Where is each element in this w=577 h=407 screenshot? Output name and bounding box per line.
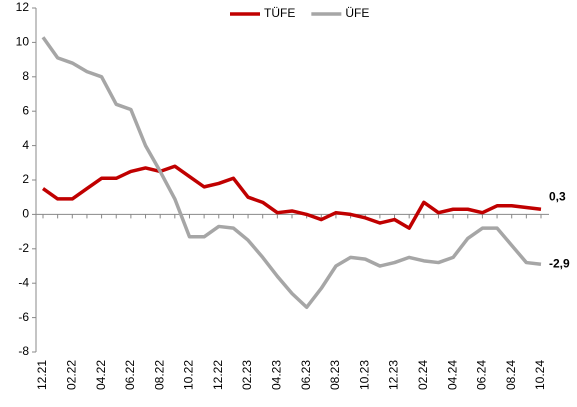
x-tick-label: 04.24 [445, 360, 459, 390]
x-tick-label: 02.22 [64, 360, 78, 390]
series-line [41, 36, 542, 310]
x-tick-label: 08.22 [152, 360, 166, 390]
y-tick-label: 4 [22, 138, 29, 152]
y-tick-label: -6 [18, 310, 29, 324]
x-tick-label: 10.22 [182, 360, 196, 390]
x-tick-label: 04.23 [270, 360, 284, 390]
y-tick-label: -2 [18, 241, 29, 255]
x-tick-label: 04.22 [94, 360, 108, 390]
y-tick-label: -8 [18, 344, 29, 358]
x-tick-label: 02.24 [416, 360, 430, 390]
legend-label: TÜFE [264, 6, 295, 20]
x-tick-label: 06.23 [299, 360, 313, 390]
y-tick-label: 12 [16, 0, 30, 14]
x-tick-label: 06.22 [123, 360, 137, 390]
legend-label: ÜFE [345, 6, 369, 20]
x-tick-label: 06.24 [475, 360, 489, 390]
value-label: 0,3 [549, 189, 566, 203]
value-label: -2,9 [549, 256, 570, 270]
y-tick-label: -4 [18, 275, 29, 289]
y-tick-label: 8 [22, 69, 29, 83]
y-tick-label: 6 [22, 103, 29, 117]
y-tick-label: 2 [22, 172, 29, 186]
x-tick-label: 12.23 [387, 360, 401, 390]
x-tick-label: 10.23 [357, 360, 371, 390]
x-tick-label: 08.24 [504, 360, 518, 390]
x-tick-label: 08.23 [328, 360, 342, 390]
series-line [41, 164, 542, 230]
x-tick-label: 12.21 [35, 360, 49, 390]
y-tick-label: 0 [22, 207, 29, 221]
x-tick-label: 10.24 [533, 360, 547, 390]
y-tick-label: 10 [16, 35, 30, 49]
x-tick-label: 02.23 [240, 360, 254, 390]
x-tick-label: 12.22 [211, 360, 225, 390]
